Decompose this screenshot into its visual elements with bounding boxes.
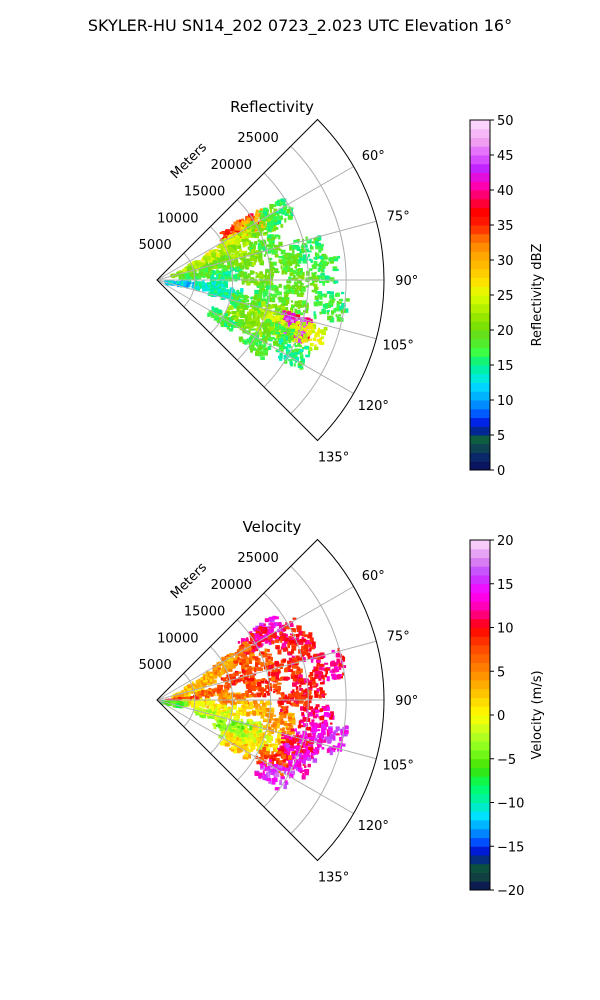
range-tick-label: 5000 <box>139 238 172 253</box>
azimuth-gridline <box>156 279 354 394</box>
azimuth-gridline <box>156 640 377 701</box>
colorbar-tick-label: 50 <box>497 114 514 129</box>
azimuth-tick-label: 60° <box>362 569 385 584</box>
colorbar-tick-label: 30 <box>497 254 514 269</box>
reflectivity-panel: Reflectivity 5000 10000 15000 20000 25000 Mete… <box>139 98 545 479</box>
range-tick-label: 25000 <box>237 551 278 566</box>
velocity-panel: Velocity 5000 10000 15000 20000 25000 Meters 60… <box>139 518 545 899</box>
colorbar-tick-label: 15 <box>497 359 514 374</box>
colorbar-tick-label: 5 <box>497 665 505 680</box>
data-cell <box>219 732 256 760</box>
azimuth-tick-label: 135° <box>318 871 349 886</box>
azimuth-gridline <box>156 220 377 281</box>
colorbar-tick-label: 15 <box>497 578 514 593</box>
colorbar-tick-label: 10 <box>497 622 514 637</box>
azimuth-gridline <box>156 279 377 340</box>
colorbar-tick-label: 40 <box>497 184 514 199</box>
range-tick-label: 20000 <box>211 158 252 173</box>
azimuth-tick-label: 120° <box>358 399 389 414</box>
colorbar-tick-label: 0 <box>497 464 505 479</box>
azimuth-tick-label: 90° <box>395 274 418 289</box>
range-tick-label: 15000 <box>184 605 225 620</box>
colorbar-tick-label: 25 <box>497 289 514 304</box>
azimuth-tick-label: 135° <box>318 451 349 466</box>
colorbar-label: Reflectivity dBZ <box>530 244 545 347</box>
range-axis-label: Meters <box>168 560 210 602</box>
colorbar-tick-label: 35 <box>497 219 514 234</box>
azimuth-tick-label: 120° <box>358 819 389 834</box>
sector-frame <box>156 538 385 862</box>
data-cell <box>310 647 347 682</box>
data-cell <box>245 674 282 698</box>
range-axis-label: Meters <box>168 140 210 182</box>
range-tick-label: 10000 <box>157 631 198 646</box>
colorbar-tick-label: 45 <box>497 149 514 164</box>
colorbar-label: Velocity (m/s) <box>530 670 545 759</box>
data-cell <box>207 306 242 332</box>
colorbar-tick-label: −15 <box>497 840 524 855</box>
panel-title: Reflectivity <box>230 98 314 116</box>
data-cell <box>207 285 244 304</box>
range-tick-label: 10000 <box>157 211 198 226</box>
data-cell <box>313 291 350 323</box>
azimuth-gridline <box>156 166 354 281</box>
azimuth-gridline <box>156 699 354 814</box>
colorbar-tick-label: 0 <box>497 709 505 724</box>
range-tick-label: 15000 <box>184 185 225 200</box>
range-tick-label: 25000 <box>237 131 278 146</box>
azimuth-tick-label: 75° <box>387 209 410 224</box>
colorbar-tick-label: 5 <box>497 429 505 444</box>
azimuth-tick-label: 75° <box>387 629 410 644</box>
azimuth-tick-label: 105° <box>383 339 414 354</box>
azimuth-gridline <box>156 586 354 701</box>
figure-suptitle: SKYLER-HU SN14_202 0723_2.023 UTC Elevat… <box>88 16 512 36</box>
data-cell <box>285 270 319 297</box>
colorbar-tick-label: 10 <box>497 394 514 409</box>
range-tick-label: 5000 <box>139 658 172 673</box>
panel-title: Velocity <box>243 518 302 536</box>
colorbar-tick-label: 20 <box>497 534 514 549</box>
azimuth-gridline <box>156 699 377 760</box>
colorbar-tick-label: 20 <box>497 324 514 339</box>
data-cell <box>275 336 311 370</box>
data-cell <box>164 279 198 290</box>
azimuth-tick-label: 90° <box>395 694 418 709</box>
colorbar-tick-label: −10 <box>497 797 524 812</box>
data-cell <box>259 710 296 736</box>
azimuth-tick-label: 105° <box>383 759 414 774</box>
sector-frame <box>156 118 385 442</box>
data-cell <box>308 255 341 286</box>
colorbar-tick-label: −5 <box>497 753 516 768</box>
colorbar: 0 5 10 15 20 25 30 35 40 45 50 Reflectivity dBZ <box>469 114 545 479</box>
colorbar: −20 −15 −10 −5 0 5 10 15 20 Velocity (m/s) <box>469 534 545 899</box>
range-tick-label: 20000 <box>211 578 252 593</box>
data-layer <box>164 198 350 370</box>
azimuth-tick-label: 60° <box>362 149 385 164</box>
colorbar-tick-label: −20 <box>497 884 524 899</box>
